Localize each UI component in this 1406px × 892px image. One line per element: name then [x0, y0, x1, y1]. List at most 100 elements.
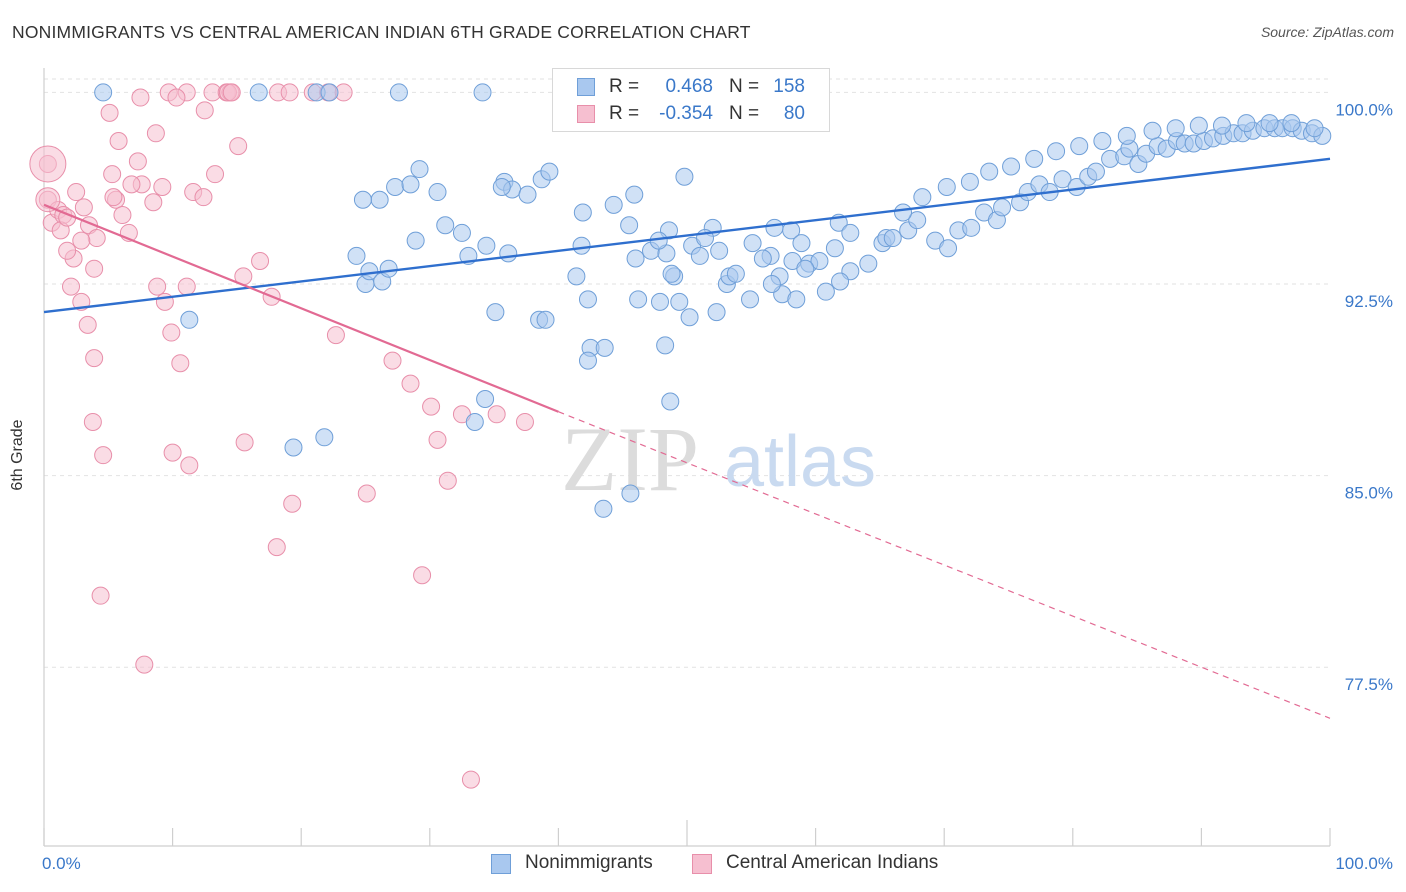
pink-point [109, 131, 128, 150]
blue-point [859, 254, 878, 273]
blue-point [650, 292, 669, 311]
blue-point [578, 290, 597, 309]
blue-point [661, 392, 680, 411]
pink-point [103, 165, 122, 184]
blue-point [180, 310, 199, 329]
pink-point [251, 252, 270, 271]
legend-n-label: N = [729, 76, 760, 97]
blue-point [347, 246, 366, 265]
blue-point [406, 231, 425, 250]
legend-r-label: R = [609, 103, 640, 124]
y-axis-label: 6th Grade [9, 419, 26, 491]
pink-point [461, 770, 480, 789]
axes [43, 68, 1331, 847]
pink-point [326, 326, 345, 345]
legend-n-label: N = [729, 103, 760, 124]
pink-point [131, 88, 150, 107]
legend-swatch-pink [577, 105, 595, 123]
pink-point [153, 177, 172, 196]
blue-point [626, 249, 645, 268]
pink-point [283, 494, 302, 513]
blue-point [710, 241, 729, 260]
pink-point [383, 351, 402, 370]
y-tick-labels: 100.0% 92.5% 85.0% 77.5% [1335, 100, 1393, 694]
pink-point [413, 566, 432, 585]
legend-r-value: -0.354 [659, 103, 713, 124]
legend-row-nonimmigrants: R = 0.468 N = 158 [553, 74, 829, 100]
blue-point [595, 338, 614, 357]
blue-point [353, 190, 372, 209]
blue-point [1260, 114, 1279, 133]
pink-point [401, 374, 420, 393]
blue-point [1237, 114, 1256, 133]
pink-point [146, 124, 165, 143]
pink-point [58, 241, 77, 260]
blue-point [792, 234, 811, 253]
blue-point [690, 246, 709, 265]
blue-point [765, 218, 784, 237]
legend-n-value: 80 [783, 103, 805, 124]
blue-point [883, 229, 902, 248]
pink-point [280, 83, 299, 102]
blue-point [707, 303, 726, 322]
pink-point [422, 397, 441, 416]
blue-point [486, 303, 505, 322]
pink-point [162, 323, 181, 342]
pink-point [515, 412, 534, 431]
blue-point [315, 428, 334, 447]
blue-point [540, 162, 559, 181]
blue-point [1002, 157, 1021, 176]
pink-point [171, 354, 190, 373]
legend-r-label: R = [609, 76, 640, 97]
blue-point [94, 83, 113, 102]
blue-point [1047, 142, 1066, 161]
pink-point [194, 188, 213, 207]
trend-line-central-american-indians-extrapolated [558, 411, 1331, 719]
blue-point [1305, 119, 1324, 138]
blue-point [1212, 116, 1231, 135]
pink-point-large [35, 187, 61, 213]
source-credit: Source: ZipAtlas.com [1260, 24, 1394, 40]
trend-line-nonimmigrants [43, 157, 1331, 314]
pink-point [78, 315, 97, 334]
blue-point [980, 162, 999, 181]
blue-point [1025, 149, 1044, 168]
blue-point [499, 244, 518, 263]
y-tick-label: 100.0% [1335, 100, 1393, 119]
y-tick-label: 92.5% [1345, 292, 1393, 311]
legend-label-central-american-indians: Central American Indians [726, 852, 939, 873]
blue-point [960, 172, 979, 191]
blue-point [726, 264, 745, 283]
blue-point [937, 177, 956, 196]
pink-point [100, 103, 119, 122]
blue-point [1053, 170, 1072, 189]
pink-point [428, 430, 447, 449]
blue-point [993, 198, 1012, 217]
pink-point [62, 277, 81, 296]
blue-point [410, 160, 429, 179]
legend-n-value: 158 [773, 76, 805, 97]
legend-r-value: 0.468 [665, 76, 713, 97]
blue-point [518, 185, 537, 204]
pink-point [104, 188, 123, 207]
pink-point [135, 655, 154, 674]
legend-swatch-blue [491, 854, 511, 874]
blue-point [680, 308, 699, 327]
blue-point [796, 259, 815, 278]
pink-point [206, 165, 225, 184]
blue-point [594, 499, 613, 518]
legend-row-central-american-indians: R = -0.354 N = 80 [553, 101, 829, 127]
pink-point [85, 349, 104, 368]
pink-point [267, 538, 286, 557]
pink-point [357, 484, 376, 503]
blue-point [662, 264, 681, 283]
blue-point [621, 484, 640, 503]
blue-point [436, 216, 455, 235]
pink-point [235, 433, 254, 452]
pink-point [122, 175, 141, 194]
blue-point [572, 236, 591, 255]
blue-point [816, 282, 835, 301]
x-tick-label-min: 0.0% [42, 854, 81, 873]
blue-point [476, 389, 495, 408]
pink-point [177, 277, 196, 296]
